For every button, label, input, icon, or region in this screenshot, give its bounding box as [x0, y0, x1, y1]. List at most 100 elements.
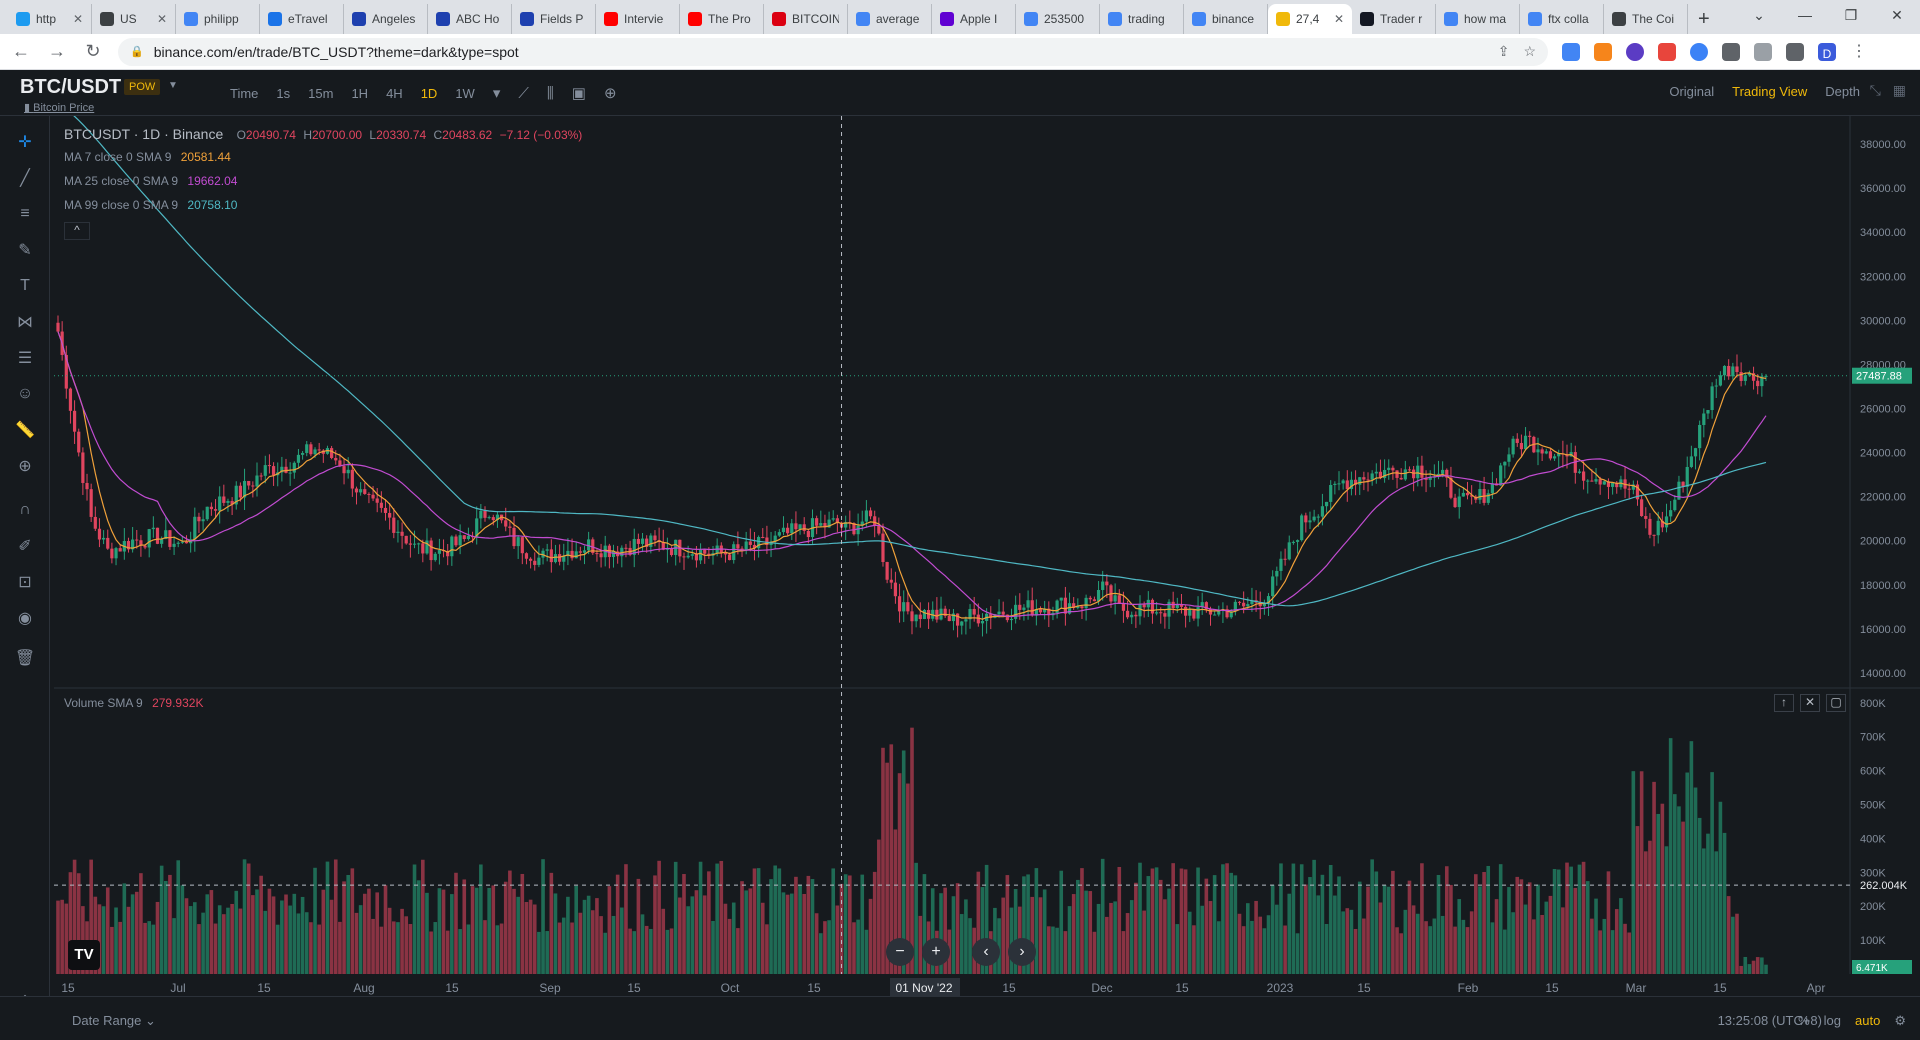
magnet-icon[interactable]: ∩: [19, 501, 31, 518]
zoom-icon[interactable]: ⊕: [18, 458, 32, 475]
maximize-pane-icon[interactable]: ▢: [1826, 694, 1846, 712]
camera-icon[interactable]: ▣: [571, 85, 586, 102]
close-tab-icon[interactable]: ✕: [156, 12, 167, 26]
trash-icon[interactable]: 🗑: [14, 650, 36, 667]
sidepanel-icon[interactable]: [1786, 42, 1804, 61]
indicator-icon[interactable]: ⟋: [518, 84, 529, 102]
minimize-button[interactable]: —: [1798, 7, 1812, 23]
browser-tab[interactable]: The Coi: [1604, 4, 1688, 34]
browser-tab[interactable]: how ma: [1436, 4, 1520, 34]
lock-icon[interactable]: ⊡: [18, 574, 32, 591]
browser-tab[interactable]: average: [848, 4, 932, 34]
chevron-down-icon[interactable]: ▾: [492, 85, 501, 102]
fib-icon[interactable]: ☰: [17, 350, 33, 367]
extension-icon[interactable]: [1658, 42, 1676, 61]
eye-icon[interactable]: ◉: [18, 610, 32, 627]
share-icon[interactable]: ⇪: [1497, 43, 1510, 59]
utc-clock[interactable]: 13:25:08 (UTC+8): [1717, 1013, 1822, 1028]
new-tab-button[interactable]: +: [1698, 8, 1710, 30]
browser-tab[interactable]: ABC Ho: [428, 4, 512, 34]
zoom-in-button[interactable]: +: [922, 938, 950, 966]
browser-tab[interactable]: 253500: [1016, 4, 1100, 34]
view-depth[interactable]: Depth: [1825, 84, 1860, 99]
interval-4h[interactable]: 4H: [386, 85, 403, 101]
bookmark-star-icon[interactable]: ☆: [1523, 43, 1536, 59]
forward-icon[interactable]: →: [48, 41, 66, 61]
browser-tab[interactable]: philipp: [176, 4, 260, 34]
fullscreen-icon[interactable]: ⤡: [1869, 82, 1881, 98]
brush-icon[interactable]: ✎: [18, 242, 32, 259]
tradingview-logo[interactable]: TV: [68, 940, 100, 970]
view-original[interactable]: Original: [1669, 84, 1715, 99]
scroll-left-button[interactable]: ‹: [972, 938, 1000, 966]
zoom-out-button[interactable]: −: [886, 938, 914, 966]
price-chart[interactable]: 38000.00 36000.00 34000.00 32000.00 30000.00…: [54, 116, 1920, 996]
ruler-icon[interactable]: 📏: [15, 422, 35, 439]
address-bar[interactable]: 🔒 binance.com/en/trade/BTC_USDT?theme=da…: [118, 37, 1548, 66]
interval-15m[interactable]: 15m: [308, 85, 334, 101]
extension-icon[interactable]: [1690, 42, 1708, 61]
ma7-legend[interactable]: MA 7 close 0 SMA 9 20581.44: [64, 150, 231, 164]
volume-bar: [1664, 846, 1669, 974]
collapse-legend-button[interactable]: ^: [64, 222, 90, 240]
ma99-legend[interactable]: MA 99 close 0 SMA 9 20758.10: [64, 198, 237, 212]
trendline-icon[interactable]: ╱: [20, 170, 30, 187]
browser-tab[interactable]: eTravel: [260, 4, 344, 34]
settings-icon[interactable]: ⚙: [1894, 1013, 1906, 1028]
browser-tab[interactable]: binance: [1184, 4, 1268, 34]
maximize-button[interactable]: ❐: [1844, 7, 1858, 23]
browser-tab[interactable]: The Pro: [680, 4, 764, 34]
tab-search-icon[interactable]: ⌄: [1753, 7, 1765, 23]
browser-tab[interactable]: Angeles: [344, 4, 428, 34]
emoji-icon[interactable]: ☺: [16, 385, 34, 402]
add-icon[interactable]: ⊕: [603, 85, 617, 102]
metamask-extension-icon[interactable]: [1594, 42, 1612, 61]
date-range-dropdown[interactable]: Date Range ⌄: [72, 1013, 156, 1028]
browser-tab[interactable]: Intervie: [596, 4, 680, 34]
close-tab-icon[interactable]: ✕: [1333, 12, 1344, 26]
menu-kebab-icon[interactable]: ⋮: [1851, 42, 1867, 60]
interval-time[interactable]: Time: [230, 85, 259, 101]
grid-layout-icon[interactable]: ▦: [1892, 82, 1906, 98]
close-pane-icon[interactable]: ✕: [1800, 694, 1820, 712]
text-icon[interactable]: T: [20, 277, 30, 294]
puzzle-icon[interactable]: [1722, 42, 1740, 61]
browser-tab[interactable]: ftx colla: [1520, 4, 1604, 34]
browser-tab[interactable]: Apple I: [932, 4, 1016, 34]
crosshair-icon[interactable]: ✛: [18, 134, 32, 151]
pattern-icon[interactable]: ⋈: [17, 314, 33, 331]
scroll-right-button[interactable]: ›: [1008, 938, 1036, 966]
move-up-icon[interactable]: ↑: [1774, 694, 1794, 712]
ma25-legend[interactable]: MA 25 close 0 SMA 9 19662.04: [64, 174, 237, 188]
reading-list-icon[interactable]: [1754, 42, 1772, 61]
pair-dropdown-icon[interactable]: ▼: [168, 80, 178, 91]
browser-tab[interactable]: Fields P: [512, 4, 596, 34]
browser-tab[interactable]: BITCOIN: [764, 4, 848, 34]
browser-tab[interactable]: US ✕: [92, 4, 176, 34]
close-tab-icon[interactable]: ✕: [72, 12, 83, 26]
browser-tab[interactable]: 27,4 ✕: [1268, 4, 1352, 34]
back-icon[interactable]: ←: [12, 41, 30, 61]
horizontal-lines-icon[interactable]: ≡: [20, 205, 30, 222]
scale-log[interactable]: log: [1823, 1013, 1842, 1028]
chart-type-icon[interactable]: ⫼: [546, 84, 554, 102]
view-trading-view[interactable]: Trading View: [1732, 84, 1808, 99]
profile-avatar[interactable]: D: [1818, 42, 1836, 61]
interval-1w[interactable]: 1W: [455, 85, 475, 101]
browser-tab[interactable]: Trader r: [1352, 4, 1436, 34]
scale-auto[interactable]: auto: [1855, 1013, 1881, 1028]
lock-drawing-icon[interactable]: ✐: [18, 538, 32, 555]
interval-1d[interactable]: 1D: [420, 85, 438, 101]
reload-icon[interactable]: ↻: [85, 41, 101, 61]
scale-percent[interactable]: %: [1798, 1013, 1810, 1028]
extension-icon[interactable]: [1626, 42, 1644, 61]
bitcoin-price-link[interactable]: ▮ Bitcoin Price: [24, 102, 95, 114]
browser-tab[interactable]: trading: [1100, 4, 1184, 34]
interval-1s[interactable]: 1s: [276, 85, 291, 101]
close-window-button[interactable]: ✕: [1891, 7, 1903, 23]
interval-1h[interactable]: 1H: [351, 85, 369, 101]
browser-tab[interactable]: http ✕: [8, 4, 92, 34]
pair-title[interactable]: BTC/USDT: [20, 76, 122, 98]
chart-canvas[interactable]: 38000.00 36000.00 34000.00 32000.00 30000.00…: [54, 116, 1920, 996]
translate-extension-icon[interactable]: [1562, 42, 1580, 61]
